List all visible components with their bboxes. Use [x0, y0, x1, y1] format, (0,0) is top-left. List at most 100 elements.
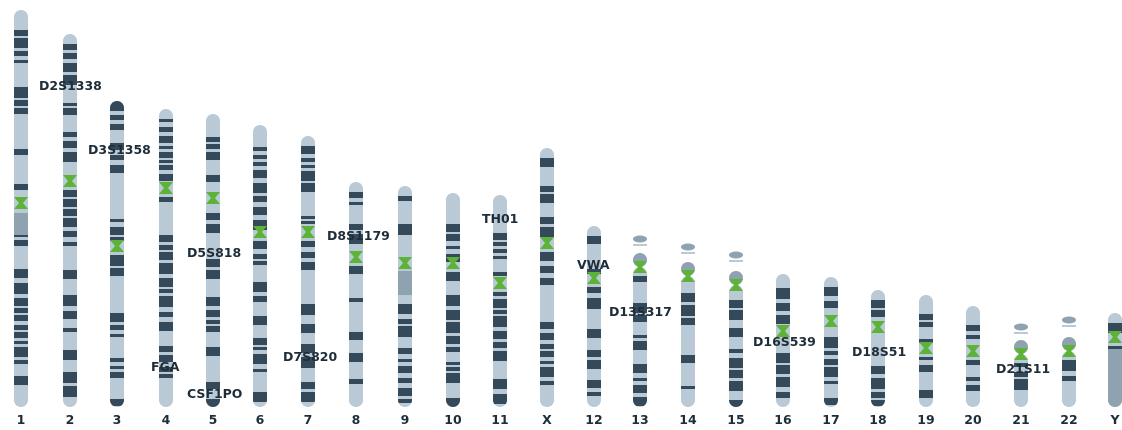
centromere-13	[633, 261, 647, 273]
chromosome-band	[633, 358, 647, 362]
centromere-1	[14, 197, 28, 209]
chromosome-band	[540, 252, 554, 261]
chromosome-band	[633, 315, 647, 322]
marker-label-d18s51: D18S51	[852, 344, 906, 359]
chromosome-band	[14, 184, 28, 190]
chromosome-band	[206, 137, 220, 142]
chromosome-band	[919, 339, 933, 343]
chromosome-band	[110, 227, 124, 235]
chromosome-label-7: 7	[304, 412, 313, 427]
chromosome-band	[493, 351, 507, 361]
chromosome-band	[63, 321, 77, 325]
chromosome-label-15: 15	[727, 412, 744, 427]
chromosome-band	[349, 332, 363, 340]
chromosome-band	[110, 219, 124, 222]
chromosome-band	[159, 263, 173, 274]
chromosome-band	[919, 390, 933, 398]
chromosome-band	[824, 330, 838, 334]
chromosome-band	[110, 165, 124, 173]
chromosome-band	[966, 377, 980, 381]
chromosome-band	[587, 380, 601, 388]
chromosome-band	[14, 360, 28, 364]
chromosome-band	[349, 345, 363, 348]
chromosome-band	[110, 325, 124, 330]
chromosome-band	[398, 388, 412, 396]
chromosome-stalk	[681, 252, 695, 254]
chromosome-band	[253, 170, 267, 178]
chromosome-band	[253, 347, 267, 350]
chromosome-band	[446, 354, 460, 359]
chromosome-band	[349, 353, 363, 362]
chromosome-band	[110, 132, 124, 140]
chromosome-y	[1108, 313, 1122, 407]
chromosome-band	[159, 252, 173, 260]
chromosome-band	[14, 298, 28, 306]
chromosome-band	[63, 53, 77, 59]
chromosome-14	[681, 243, 695, 407]
chromosome-band	[398, 206, 412, 209]
chromosome-band	[729, 328, 743, 337]
chromosome-band	[301, 392, 315, 402]
chromosome-band	[1014, 363, 1028, 367]
chromosome-band	[446, 234, 460, 241]
chromosome-band	[540, 194, 554, 203]
chromosome-band	[493, 331, 507, 339]
chromosome-band	[301, 158, 315, 162]
chromosome-band	[301, 241, 315, 247]
chromosome-band	[633, 353, 647, 356]
chromosome-band	[1108, 346, 1122, 350]
chromosome-band	[540, 395, 554, 406]
chromosome-band	[159, 160, 173, 163]
chromosome-band	[159, 204, 173, 215]
chromosome-band	[729, 381, 743, 391]
chromosome-band	[110, 313, 124, 322]
chromosome-band	[63, 328, 77, 332]
chromosome-band	[349, 210, 363, 221]
chromosome-band	[110, 124, 124, 130]
chromosome-12	[587, 226, 601, 407]
chromosome-band	[633, 397, 647, 406]
chromosome-band	[919, 305, 933, 311]
chromosome-band	[63, 231, 77, 237]
chromosome-band	[587, 371, 601, 376]
chromosome-label-8: 8	[352, 412, 361, 427]
chromosome-band	[871, 310, 885, 317]
chromosome-band	[63, 108, 77, 115]
chromosome-band	[776, 340, 790, 348]
chromosome-10	[446, 193, 460, 407]
chromosome-band	[63, 362, 77, 368]
chromosome-band	[587, 269, 601, 274]
chromosome-band	[110, 389, 124, 397]
chromosome-band	[919, 365, 933, 372]
chromosome-band	[14, 38, 28, 48]
chromosome-band	[824, 367, 838, 377]
chromosome-band	[824, 359, 838, 365]
chromosome-band	[206, 370, 220, 380]
centromere-5	[206, 192, 220, 204]
centromere-20	[966, 345, 980, 357]
chromosome-label-5: 5	[209, 412, 218, 427]
chromosome-band	[587, 322, 601, 327]
chromosome-band	[14, 325, 28, 330]
chromosome-band	[14, 341, 28, 344]
centromere-22	[1062, 345, 1076, 357]
chromosome-band	[206, 185, 220, 195]
centromere-21	[1014, 348, 1028, 360]
chromosome-band	[729, 294, 743, 297]
chromosome-band	[14, 65, 28, 74]
chromosome-band	[253, 296, 267, 302]
chromosome-band	[253, 338, 267, 345]
chromosome-band	[729, 310, 743, 320]
chromosome-band	[398, 378, 412, 383]
chromosome-band	[159, 220, 173, 230]
chromosome-label-16: 16	[774, 412, 792, 427]
chromosome-band	[110, 155, 124, 160]
chromosome-band	[776, 377, 790, 387]
chromosome-band	[159, 296, 173, 307]
chromosome-label-3: 3	[113, 412, 122, 427]
chromosome-band	[446, 203, 460, 206]
chromosome-band	[681, 367, 695, 372]
marker-label-d3s1358: D3S1358	[88, 142, 151, 157]
chromosome-band	[681, 329, 695, 337]
chromosome-band	[966, 335, 980, 339]
